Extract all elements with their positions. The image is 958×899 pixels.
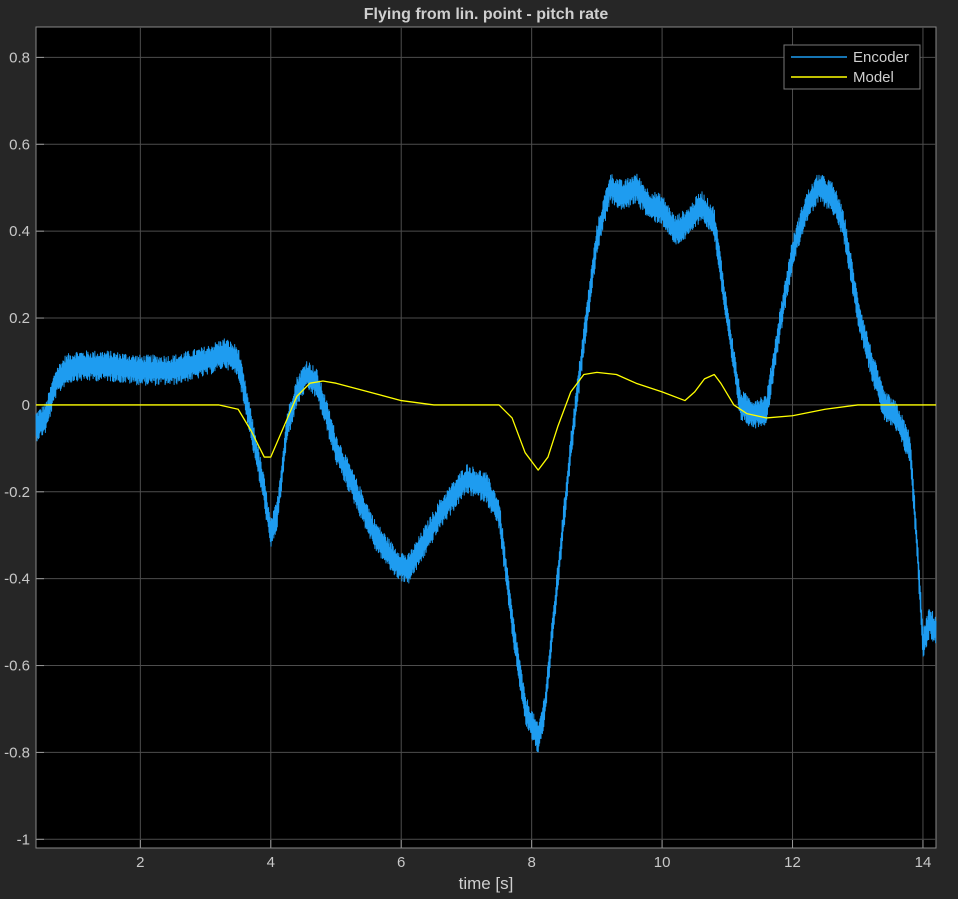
y-tick-label: -0.2 bbox=[4, 484, 30, 501]
x-tick-label: 12 bbox=[784, 854, 801, 871]
y-tick-label: -0.4 bbox=[4, 571, 30, 588]
x-tick-label: 6 bbox=[397, 854, 405, 871]
grid-lines bbox=[36, 27, 936, 848]
axis-ticks: 2 4 6 8 10 12 14 -1 -0.8 -0.6 -0.4 -0.2 0 0.2 0.4 0.6 0.… bbox=[4, 49, 931, 871]
plot-area bbox=[35, 26, 937, 849]
series-lines bbox=[35, 173, 937, 753]
y-tick-label: 0 bbox=[22, 397, 30, 414]
legend-label-model: Model bbox=[853, 69, 894, 86]
legend-label-encoder: Encoder bbox=[853, 49, 909, 66]
y-tick-label: 0.4 bbox=[9, 223, 30, 240]
y-tick-label: -0.8 bbox=[4, 744, 30, 761]
y-tick-label: 0.8 bbox=[9, 49, 30, 66]
x-tick-label: 8 bbox=[527, 854, 535, 871]
chart-title: Flying from lin. point - pitch rate bbox=[364, 6, 609, 23]
x-tick-label: 2 bbox=[136, 854, 144, 871]
x-tick-label: 4 bbox=[267, 854, 275, 871]
x-tick-label: 14 bbox=[915, 854, 932, 871]
y-tick-label: 0.2 bbox=[9, 310, 30, 327]
series-line-model bbox=[36, 371, 936, 471]
x-axis-label: time [s] bbox=[459, 874, 514, 893]
x-tick-label: 10 bbox=[654, 854, 671, 871]
y-tick-label: -1 bbox=[17, 831, 30, 848]
legend: Encoder Model bbox=[783, 44, 921, 90]
y-tick-label: -0.6 bbox=[4, 658, 30, 675]
legend-box bbox=[783, 44, 921, 90]
series-line-encoder bbox=[35, 173, 937, 753]
y-tick-label: 0.6 bbox=[9, 136, 30, 153]
